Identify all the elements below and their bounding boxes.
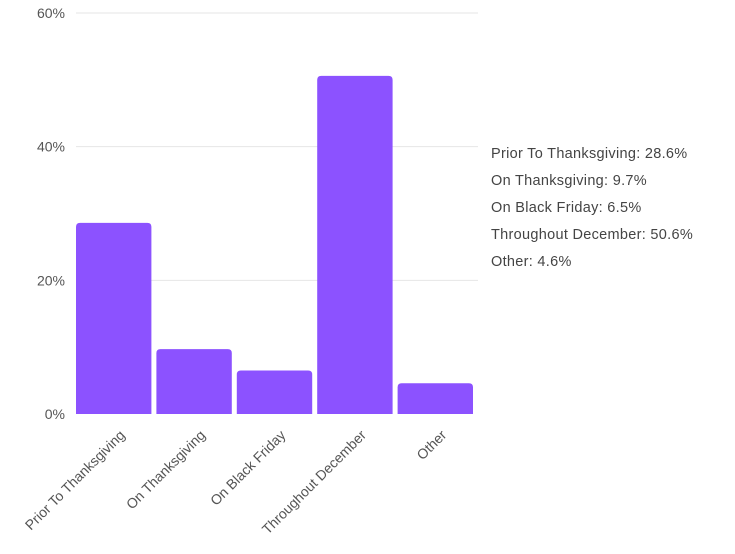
legend-entry: Prior To Thanksgiving: 28.6% — [491, 146, 687, 162]
bar-on-thanksgiving — [156, 349, 232, 414]
legend-entry: Other: 4.6% — [491, 254, 572, 270]
x-tick-label: On Thanksgiving — [123, 427, 208, 512]
bars — [76, 75, 473, 414]
bar-prior-to-thanksgiving — [76, 222, 152, 414]
x-tick-label: Other — [413, 427, 449, 463]
y-tick-label: 40% — [37, 139, 65, 155]
x-tick-label: On Black Friday — [207, 427, 289, 509]
legend-entry: On Black Friday: 6.5% — [491, 200, 642, 216]
bar-on-black-friday — [236, 370, 313, 414]
bar-throughout-december — [317, 75, 393, 414]
y-axis-tick-labels: 0% 20% 40% 60% — [37, 5, 65, 422]
y-tick-label: 20% — [37, 272, 65, 288]
x-tick-label: Prior To Thanksgiving — [22, 427, 128, 533]
bar-other — [397, 383, 473, 414]
legend-entry: On Thanksgiving: 9.7% — [491, 173, 647, 189]
y-tick-label: 60% — [37, 5, 65, 21]
y-tick-label: 0% — [45, 406, 65, 422]
legend-entry: Throughout December: 50.6% — [491, 227, 693, 243]
legend: Prior To Thanksgiving: 28.6% On Thanksgiv… — [491, 146, 693, 270]
